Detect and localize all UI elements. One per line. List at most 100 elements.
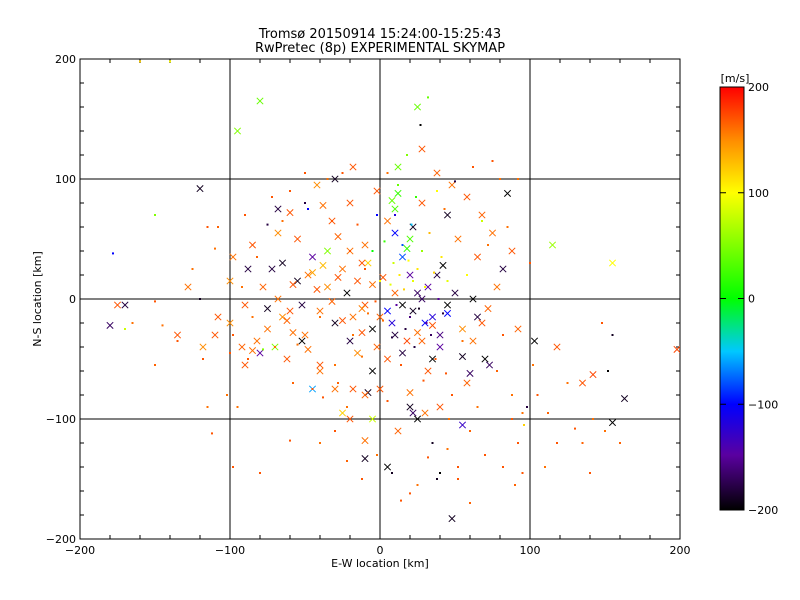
data-point-dot — [206, 406, 209, 408]
data-point-dot — [619, 442, 621, 444]
data-point-cross — [244, 265, 252, 273]
data-point-cross — [346, 199, 354, 207]
data-point-cross — [409, 307, 417, 315]
data-point-dot — [442, 312, 444, 315]
data-point-cross — [349, 163, 357, 171]
colorbar-tick-label: 200 — [748, 81, 769, 94]
data-point-cross — [214, 313, 222, 321]
data-point-dot — [526, 406, 528, 408]
data-point-cross — [298, 301, 306, 309]
data-point-dot — [419, 124, 422, 126]
data-point-cross — [274, 229, 282, 237]
data-point-cross — [184, 283, 192, 291]
data-point-cross — [353, 277, 362, 285]
data-point-cross — [308, 253, 317, 261]
data-point-cross — [361, 437, 369, 445]
x-axis-label: E-W location [km] — [331, 557, 429, 570]
data-point-dot — [232, 334, 234, 336]
data-point-cross — [436, 343, 444, 351]
data-point-dot — [311, 388, 314, 390]
data-point-dot — [379, 280, 381, 282]
data-point-dot — [436, 190, 438, 192]
data-point-dot — [437, 298, 440, 300]
data-point-dot — [476, 406, 479, 408]
data-point-dot — [262, 348, 264, 351]
data-point-cross — [323, 283, 332, 291]
data-point-dot — [217, 226, 219, 228]
data-point-cross — [548, 241, 557, 249]
data-point-cross — [391, 229, 399, 237]
data-point-dot — [259, 472, 261, 474]
data-point-dot — [398, 274, 401, 276]
data-point-dot — [382, 319, 384, 322]
data-point-cross — [331, 175, 339, 183]
data-point-cross — [274, 295, 282, 303]
data-point-dot — [161, 324, 164, 327]
data-point-cross — [608, 259, 617, 267]
data-point-cross — [199, 343, 207, 351]
data-point-dot — [487, 244, 489, 246]
data-point-dot — [436, 478, 438, 480]
data-point-cross — [349, 313, 357, 321]
data-point-dot — [206, 226, 209, 228]
data-point-dot — [304, 202, 306, 204]
data-point-cross — [293, 235, 302, 243]
data-point-dot — [386, 172, 389, 174]
data-point-cross — [283, 355, 291, 363]
data-point-cross — [211, 331, 219, 339]
colorbar-ticks: −200 −100 0 100 200 — [720, 81, 778, 517]
data-point-dot — [199, 298, 201, 300]
data-point-cross — [578, 379, 587, 387]
data-point-dot — [112, 252, 114, 255]
data-point-dot — [319, 316, 321, 318]
data-point-cross — [256, 349, 264, 357]
data-point-dot — [556, 442, 558, 444]
y-axis-label: N-S location [km] — [31, 251, 44, 347]
data-point-dot — [433, 271, 435, 274]
data-point-dot — [416, 268, 419, 270]
data-point-cross — [274, 205, 282, 213]
data-point-cross — [286, 307, 294, 315]
data-point-cross — [304, 345, 312, 353]
data-point-cross — [308, 269, 317, 277]
data-point-cross — [383, 307, 392, 315]
data-point-cross — [413, 329, 422, 337]
data-point-cross — [463, 379, 471, 387]
data-point-dot — [529, 262, 531, 264]
chart-title: Tromsø 20150914 15:24:00-15:25:43 — [258, 27, 501, 42]
data-point-dot — [391, 336, 393, 339]
data-point-dot — [536, 394, 539, 396]
data-point-cross — [226, 277, 234, 285]
data-point-cross — [263, 305, 272, 313]
data-point-dot — [397, 184, 399, 186]
data-point-cross — [478, 211, 486, 219]
data-point-dot — [236, 406, 239, 408]
data-point-cross — [406, 235, 414, 243]
data-point-dot — [544, 466, 546, 468]
data-point-cross — [428, 313, 437, 321]
data-point-dot — [523, 424, 525, 426]
data-point-dot — [376, 214, 378, 216]
data-point-dot — [448, 418, 450, 420]
colorbar-label: [m/s] — [721, 72, 750, 85]
data-point-cross — [403, 245, 411, 253]
data-point-dot — [352, 334, 354, 336]
data-point-dot — [427, 456, 429, 459]
data-point-dot — [247, 358, 249, 360]
data-point-cross — [424, 367, 432, 375]
data-point-cross — [286, 209, 294, 217]
data-point-cross — [298, 337, 306, 345]
data-point-cross — [469, 295, 477, 303]
data-point-cross — [398, 349, 407, 357]
data-point-dot — [446, 448, 449, 450]
data-point-dot — [229, 352, 231, 354]
data-point-dot — [502, 466, 504, 468]
data-point-dot — [607, 370, 609, 372]
data-point-cross — [421, 409, 429, 417]
data-point-cross — [233, 127, 242, 135]
data-point-cross — [368, 415, 377, 423]
data-point-dot — [418, 307, 420, 310]
data-point-cross — [301, 331, 309, 339]
data-point-dot — [434, 358, 437, 360]
data-point-dot — [361, 355, 363, 358]
